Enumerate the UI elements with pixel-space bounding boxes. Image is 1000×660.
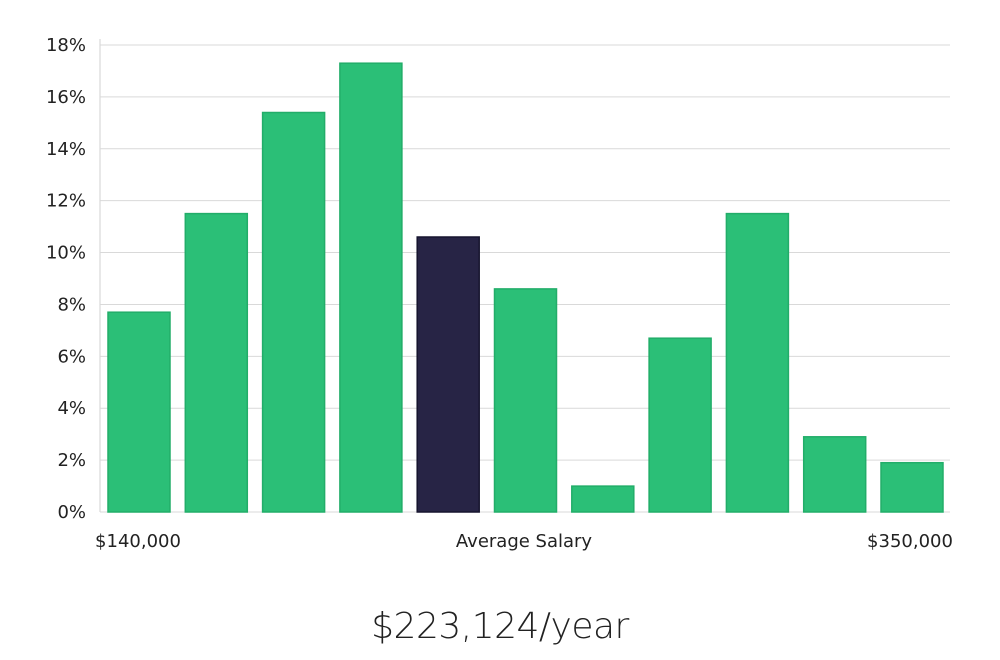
bar <box>184 212 249 513</box>
average-salary-value: $223,124/year <box>371 606 629 647</box>
bar <box>261 111 326 513</box>
salary-distribution-chart: 0% 2% 4% 6% 8% 10% 12% 14% 16% 18% $140,000 Avera… <box>46 35 953 552</box>
bars <box>107 62 944 513</box>
y-tick-label: 2% <box>57 450 86 471</box>
y-tick-label: 10% <box>46 243 86 264</box>
y-tick-label: 16% <box>46 87 86 108</box>
y-tick-label: 6% <box>57 346 86 367</box>
y-axis-ticks: 0% 2% 4% 6% 8% 10% 12% 14% 16% 18% <box>46 35 86 523</box>
bar-average-salary <box>416 236 480 513</box>
x-axis-label-max: $350,000 <box>867 531 953 552</box>
bar <box>339 62 403 513</box>
bar <box>648 337 712 513</box>
y-tick-label: 14% <box>46 139 86 160</box>
bar <box>107 311 171 513</box>
bar <box>802 436 867 513</box>
y-tick-label: 12% <box>46 191 86 212</box>
bar <box>725 212 790 513</box>
x-axis-label-center: Average Salary <box>456 531 593 552</box>
y-tick-label: 4% <box>57 398 86 419</box>
bar <box>571 485 635 513</box>
bar <box>493 288 558 513</box>
x-axis-label-min: $140,000 <box>95 531 181 552</box>
y-tick-label: 18% <box>46 35 86 56</box>
bar <box>880 461 944 513</box>
y-tick-label: 0% <box>57 502 86 523</box>
y-tick-label: 8% <box>57 294 86 315</box>
